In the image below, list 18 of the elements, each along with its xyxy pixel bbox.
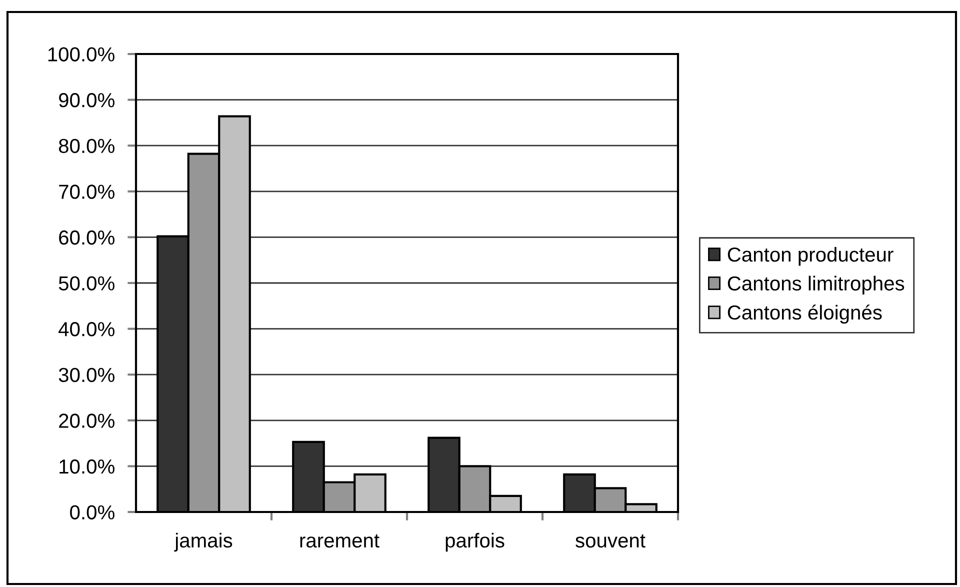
y-tick-label: 90.0%: [59, 93, 114, 108]
y-tick-label: 10.0%: [60, 459, 114, 474]
y-tick-label: 100.0%: [48, 47, 114, 62]
y-tick-label: 40.0%: [58, 322, 114, 336]
y-tick-label: 60.0%: [59, 230, 114, 245]
legend-label: Cantons éloignés: [728, 304, 882, 324]
legend-label: Cantons limitrophes: [728, 276, 904, 295]
y-tick-label: 50.0%: [58, 276, 114, 290]
x-tick-label: parfois: [446, 532, 504, 552]
y-tick-label: 70.0%: [59, 184, 114, 199]
y-tick-label: 30.0%: [58, 368, 114, 382]
x-tick-label: jamais: [174, 532, 232, 552]
x-tick-label: souvent: [576, 534, 646, 548]
y-tick-label: 80.0%: [58, 138, 114, 154]
y-tick-label: 20.0%: [59, 414, 114, 428]
legend-label: Canton producteur: [728, 246, 894, 266]
x-tick-label: rarement: [300, 534, 380, 548]
y-tick-label: 0.0%: [70, 505, 114, 520]
